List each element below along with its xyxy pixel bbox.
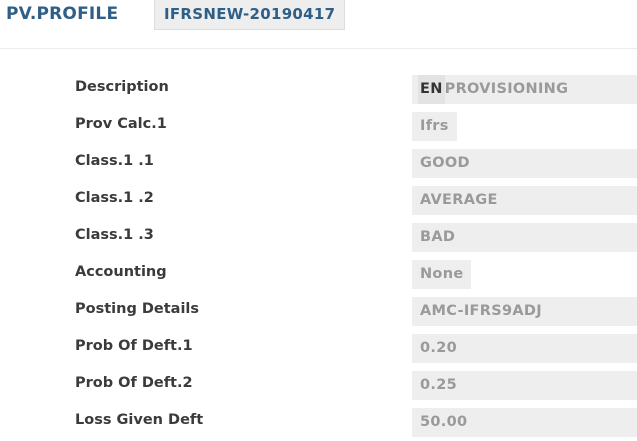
field-value-class-2[interactable]: AVERAGE xyxy=(412,186,637,215)
field-row-prob-deft-1: Prob Of Deft.1 0.20 xyxy=(0,331,637,363)
field-value-posting-details[interactable]: AMC-IFRS9ADJ xyxy=(412,297,637,326)
field-row-class-3: Class.1 .3 BAD xyxy=(0,220,637,252)
field-label-prob-deft-2: Prob Of Deft.2 xyxy=(75,375,193,391)
field-value-class-3[interactable]: BAD xyxy=(412,223,637,252)
field-label-prob-deft-1: Prob Of Deft.1 xyxy=(75,338,193,354)
field-value-loss-given-deft[interactable]: 50.00 xyxy=(412,408,637,437)
field-value-description[interactable]: EN PROVISIONING xyxy=(412,75,637,104)
description-text: PROVISIONING xyxy=(444,81,569,97)
field-label-class-1: Class.1 .1 xyxy=(75,153,154,169)
field-label-class-3: Class.1 .3 xyxy=(75,227,154,243)
field-row-prov-calc: Prov Calc.1 Ifrs xyxy=(0,109,637,141)
field-row-posting-details: Posting Details AMC-IFRS9ADJ xyxy=(0,294,637,326)
field-row-class-2: Class.1 .2 AVERAGE xyxy=(0,183,637,215)
record-id-tab[interactable]: IFRSNEW-20190417 xyxy=(154,0,346,30)
field-value-prov-calc[interactable]: Ifrs xyxy=(412,112,457,141)
field-label-prov-calc: Prov Calc.1 xyxy=(75,116,167,132)
field-label-description: Description xyxy=(75,79,169,95)
field-row-class-1: Class.1 .1 GOOD xyxy=(0,146,637,178)
field-row-loss-given-deft: Loss Given Deft 50.00 xyxy=(0,405,637,437)
app-title: PV.PROFILE xyxy=(6,4,119,24)
field-value-prob-deft-1[interactable]: 0.20 xyxy=(412,334,637,363)
field-label-loss-given-deft: Loss Given Deft xyxy=(75,412,204,428)
field-label-accounting: Accounting xyxy=(75,264,167,280)
field-label-posting-details: Posting Details xyxy=(75,301,200,317)
field-value-prob-deft-2[interactable]: 0.25 xyxy=(412,371,637,400)
field-row-accounting: Accounting None xyxy=(0,257,637,289)
page-header: PV.PROFILE IFRSNEW-20190417 xyxy=(0,0,637,49)
field-row-description: Description EN PROVISIONING xyxy=(0,72,637,104)
field-value-class-1[interactable]: GOOD xyxy=(412,149,637,178)
language-badge[interactable]: EN xyxy=(418,75,445,104)
field-label-class-2: Class.1 .2 xyxy=(75,190,154,206)
field-row-prob-deft-2: Prob Of Deft.2 0.25 xyxy=(0,368,637,400)
field-value-accounting[interactable]: None xyxy=(412,260,472,289)
